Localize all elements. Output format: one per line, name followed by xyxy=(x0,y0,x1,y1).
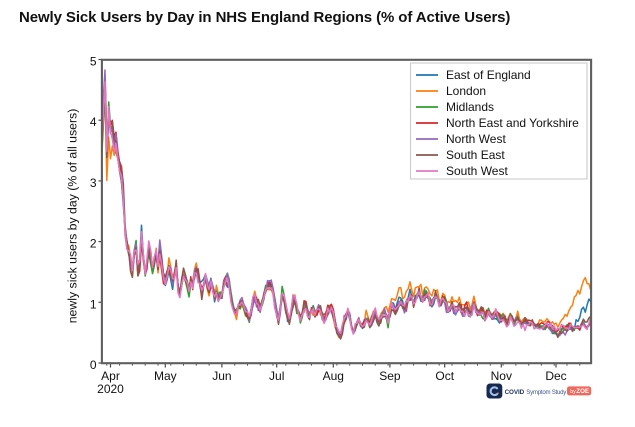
svg-text:COVID: COVID xyxy=(505,389,525,396)
svg-text:Dec: Dec xyxy=(545,369,566,383)
svg-text:0: 0 xyxy=(90,358,97,372)
svg-text:Midlands: Midlands xyxy=(446,100,494,114)
svg-text:Jun: Jun xyxy=(212,369,231,383)
svg-text:3: 3 xyxy=(90,176,97,190)
svg-text:ZOE: ZOE xyxy=(576,388,589,395)
svg-text:Aug: Aug xyxy=(323,369,344,383)
svg-text:North West: North West xyxy=(446,132,506,146)
svg-text:London: London xyxy=(446,84,486,98)
svg-text:Nov: Nov xyxy=(491,369,512,383)
svg-text:2: 2 xyxy=(90,237,97,251)
svg-text:South East: South East xyxy=(446,148,505,162)
svg-text:Newly Sick Users by Day in NHS: Newly Sick Users by Day in NHS England R… xyxy=(19,9,510,26)
svg-text:Symptom Study: Symptom Study xyxy=(526,389,567,396)
svg-text:East of England: East of England xyxy=(446,68,531,82)
svg-text:Sep: Sep xyxy=(379,369,401,383)
svg-text:by: by xyxy=(570,389,576,395)
svg-text:May: May xyxy=(154,369,177,383)
svg-text:South West: South West xyxy=(446,164,508,178)
svg-text:newly sick users by day (% of: newly sick users by day (% of all users) xyxy=(66,109,80,324)
svg-text:4: 4 xyxy=(90,115,97,129)
svg-text:1: 1 xyxy=(90,297,97,311)
svg-text:Apr: Apr xyxy=(101,369,120,383)
svg-text:2020: 2020 xyxy=(97,382,124,396)
svg-text:Jul: Jul xyxy=(269,369,284,383)
svg-text:North East and Yorkshire: North East and Yorkshire xyxy=(446,116,579,130)
svg-text:Oct: Oct xyxy=(435,369,454,383)
svg-text:5: 5 xyxy=(90,55,97,69)
